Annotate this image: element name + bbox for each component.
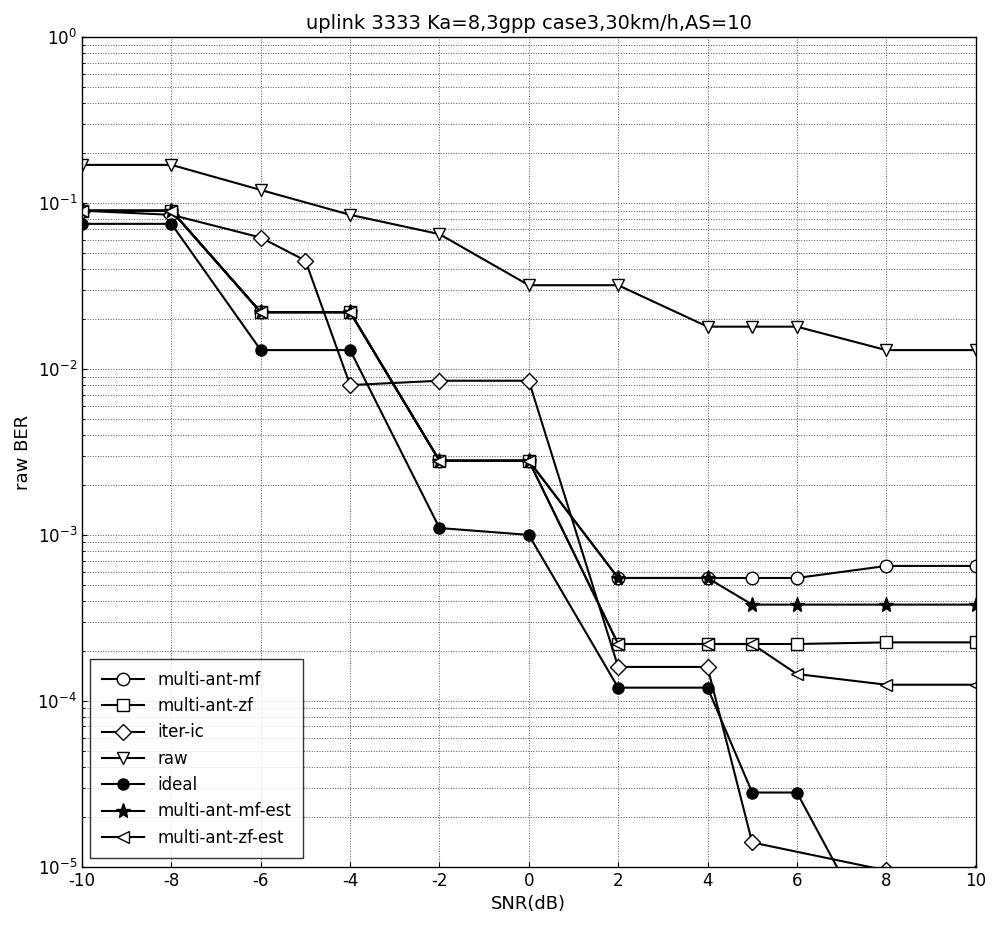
Line: iter-ic: iter-ic — [77, 205, 981, 878]
ideal — [523, 529, 535, 540]
raw — [76, 159, 88, 171]
raw — [165, 159, 177, 171]
raw — [791, 321, 803, 332]
Legend: multi-ant-mf, multi-ant-zf, iter-ic, raw, ideal, multi-ant-mf-est, multi-ant-zf-: multi-ant-mf, multi-ant-zf, iter-ic, raw… — [90, 659, 303, 858]
multi-ant-zf-est — [433, 455, 445, 466]
raw — [433, 229, 445, 240]
multi-ant-mf-est — [970, 599, 982, 610]
multi-ant-mf-est — [746, 599, 758, 610]
multi-ant-zf-est — [255, 307, 267, 318]
ideal — [702, 682, 714, 693]
ideal — [612, 682, 624, 693]
multi-ant-mf-est — [76, 205, 88, 216]
multi-ant-zf — [344, 307, 356, 318]
multi-ant-mf — [344, 307, 356, 318]
multi-ant-zf — [165, 205, 177, 216]
multi-ant-mf — [880, 561, 892, 572]
iter-ic — [880, 865, 892, 876]
multi-ant-zf-est — [791, 668, 803, 679]
iter-ic — [523, 375, 535, 387]
raw — [970, 345, 982, 356]
raw — [523, 280, 535, 291]
X-axis label: SNR(dB): SNR(dB) — [491, 895, 566, 913]
iter-ic — [746, 837, 758, 848]
multi-ant-zf — [880, 637, 892, 648]
multi-ant-mf — [612, 572, 624, 583]
Line: raw: raw — [76, 159, 982, 356]
iter-ic — [344, 379, 356, 390]
multi-ant-zf — [746, 639, 758, 650]
Line: multi-ant-zf: multi-ant-zf — [76, 205, 982, 650]
raw — [255, 184, 267, 196]
multi-ant-mf-est — [880, 599, 892, 610]
multi-ant-mf — [255, 307, 267, 318]
multi-ant-zf-est — [746, 639, 758, 650]
Line: ideal: ideal — [77, 218, 981, 927]
multi-ant-zf — [612, 639, 624, 650]
multi-ant-mf-est — [165, 205, 177, 216]
multi-ant-mf — [433, 455, 445, 466]
multi-ant-zf — [255, 307, 267, 318]
multi-ant-mf-est — [255, 307, 267, 318]
multi-ant-mf-est — [791, 599, 803, 610]
multi-ant-zf — [791, 639, 803, 650]
multi-ant-zf — [76, 205, 88, 216]
Y-axis label: raw BER: raw BER — [14, 414, 32, 489]
multi-ant-mf-est — [702, 572, 714, 583]
multi-ant-zf — [702, 639, 714, 650]
raw — [880, 345, 892, 356]
multi-ant-mf — [791, 572, 803, 583]
multi-ant-zf — [970, 637, 982, 648]
multi-ant-mf — [76, 205, 88, 216]
iter-ic — [76, 205, 88, 216]
multi-ant-zf-est — [344, 307, 356, 318]
raw — [344, 210, 356, 221]
Line: multi-ant-mf: multi-ant-mf — [76, 205, 982, 584]
multi-ant-mf-est — [612, 572, 624, 583]
multi-ant-mf — [165, 205, 177, 216]
multi-ant-zf — [523, 455, 535, 466]
ideal — [76, 218, 88, 229]
ideal — [255, 345, 267, 356]
raw — [702, 321, 714, 332]
multi-ant-mf — [523, 455, 535, 466]
iter-ic — [970, 867, 982, 878]
multi-ant-mf — [970, 561, 982, 572]
raw — [746, 321, 758, 332]
multi-ant-mf — [702, 572, 714, 583]
multi-ant-zf-est — [880, 679, 892, 691]
ideal — [433, 523, 445, 534]
multi-ant-zf-est — [612, 639, 624, 650]
multi-ant-mf-est — [433, 455, 445, 466]
multi-ant-zf-est — [165, 205, 177, 216]
ideal — [344, 345, 356, 356]
multi-ant-mf-est — [344, 307, 356, 318]
Title: uplink 3333 Ka=8,3gpp case3,30km/h,AS=10: uplink 3333 Ka=8,3gpp case3,30km/h,AS=10 — [306, 14, 752, 32]
iter-ic — [702, 661, 714, 672]
iter-ic — [612, 661, 624, 672]
multi-ant-zf — [433, 455, 445, 466]
multi-ant-mf-est — [523, 455, 535, 466]
multi-ant-zf-est — [523, 455, 535, 466]
iter-ic — [255, 232, 267, 243]
iter-ic — [433, 375, 445, 387]
multi-ant-zf-est — [970, 679, 982, 691]
ideal — [791, 787, 803, 798]
iter-ic — [165, 210, 177, 221]
multi-ant-mf — [746, 572, 758, 583]
ideal — [746, 787, 758, 798]
Line: multi-ant-zf-est: multi-ant-zf-est — [76, 205, 982, 691]
Line: multi-ant-mf-est: multi-ant-mf-est — [74, 203, 983, 612]
multi-ant-zf-est — [702, 639, 714, 650]
iter-ic — [299, 255, 311, 266]
ideal — [165, 218, 177, 229]
multi-ant-zf-est — [76, 205, 88, 216]
raw — [612, 280, 624, 291]
